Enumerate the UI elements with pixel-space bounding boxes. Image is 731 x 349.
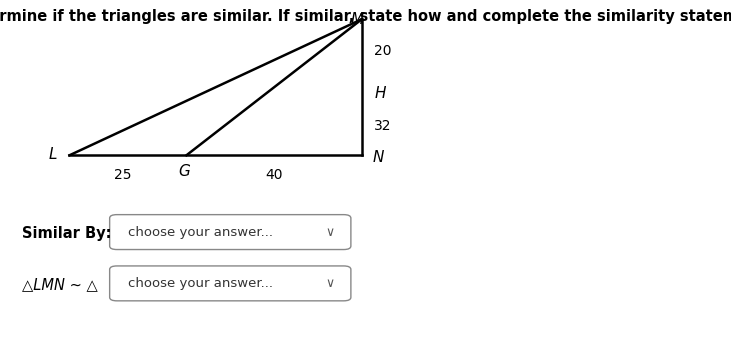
Text: 25: 25 (114, 168, 132, 181)
Text: N: N (373, 150, 385, 164)
FancyBboxPatch shape (110, 215, 351, 250)
Text: choose your answer...: choose your answer... (128, 225, 273, 239)
Text: 40: 40 (265, 168, 283, 181)
Text: 20: 20 (374, 44, 392, 58)
Text: H: H (374, 86, 386, 101)
Text: choose your answer...: choose your answer... (128, 277, 273, 290)
Text: △LMN ~ △: △LMN ~ △ (22, 277, 98, 292)
Text: Determine if the triangles are similar. If similar, state how and complete the s: Determine if the triangles are similar. … (0, 9, 731, 24)
Text: ∨: ∨ (326, 225, 335, 239)
Text: L: L (48, 147, 57, 162)
Text: 32: 32 (374, 119, 392, 133)
FancyBboxPatch shape (110, 266, 351, 301)
Text: ∨: ∨ (326, 277, 335, 290)
Text: Similar By:: Similar By: (22, 227, 111, 241)
Text: M: M (350, 12, 363, 27)
Text: G: G (178, 164, 190, 179)
